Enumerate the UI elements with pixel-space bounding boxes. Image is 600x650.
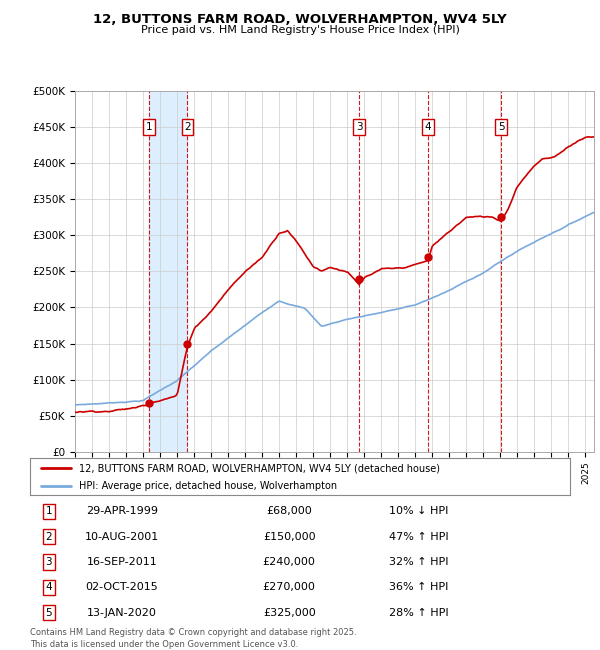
Text: £240,000: £240,000 xyxy=(263,557,316,567)
Text: 1: 1 xyxy=(145,122,152,132)
Text: 3: 3 xyxy=(46,557,52,567)
Text: 02-OCT-2015: 02-OCT-2015 xyxy=(85,582,158,592)
Text: 10% ↓ HPI: 10% ↓ HPI xyxy=(389,506,448,516)
Text: 28% ↑ HPI: 28% ↑ HPI xyxy=(389,608,449,617)
Text: 3: 3 xyxy=(356,122,362,132)
Text: 12, BUTTONS FARM ROAD, WOLVERHAMPTON, WV4 5LY (detached house): 12, BUTTONS FARM ROAD, WOLVERHAMPTON, WV… xyxy=(79,463,440,473)
Text: Contains HM Land Registry data © Crown copyright and database right 2025.
This d: Contains HM Land Registry data © Crown c… xyxy=(30,628,356,649)
Text: 1: 1 xyxy=(46,506,52,516)
Text: £68,000: £68,000 xyxy=(266,506,312,516)
Text: 12, BUTTONS FARM ROAD, WOLVERHAMPTON, WV4 5LY: 12, BUTTONS FARM ROAD, WOLVERHAMPTON, WV… xyxy=(93,13,507,26)
Text: 29-APR-1999: 29-APR-1999 xyxy=(86,506,158,516)
Text: 4: 4 xyxy=(46,582,52,592)
Bar xyxy=(149,91,187,452)
Text: 47% ↑ HPI: 47% ↑ HPI xyxy=(389,532,449,541)
Text: £325,000: £325,000 xyxy=(263,608,316,617)
Text: 5: 5 xyxy=(46,608,52,617)
Text: £150,000: £150,000 xyxy=(263,532,316,541)
Text: 5: 5 xyxy=(498,122,505,132)
Text: £270,000: £270,000 xyxy=(263,582,316,592)
Text: 4: 4 xyxy=(425,122,431,132)
Text: 10-AUG-2001: 10-AUG-2001 xyxy=(85,532,159,541)
Text: Price paid vs. HM Land Registry's House Price Index (HPI): Price paid vs. HM Land Registry's House … xyxy=(140,25,460,34)
Text: 16-SEP-2011: 16-SEP-2011 xyxy=(86,557,157,567)
Text: 13-JAN-2020: 13-JAN-2020 xyxy=(87,608,157,617)
Text: 36% ↑ HPI: 36% ↑ HPI xyxy=(389,582,448,592)
Text: 2: 2 xyxy=(184,122,191,132)
Text: HPI: Average price, detached house, Wolverhampton: HPI: Average price, detached house, Wolv… xyxy=(79,481,337,491)
Text: 2: 2 xyxy=(46,532,52,541)
Text: 32% ↑ HPI: 32% ↑ HPI xyxy=(389,557,449,567)
